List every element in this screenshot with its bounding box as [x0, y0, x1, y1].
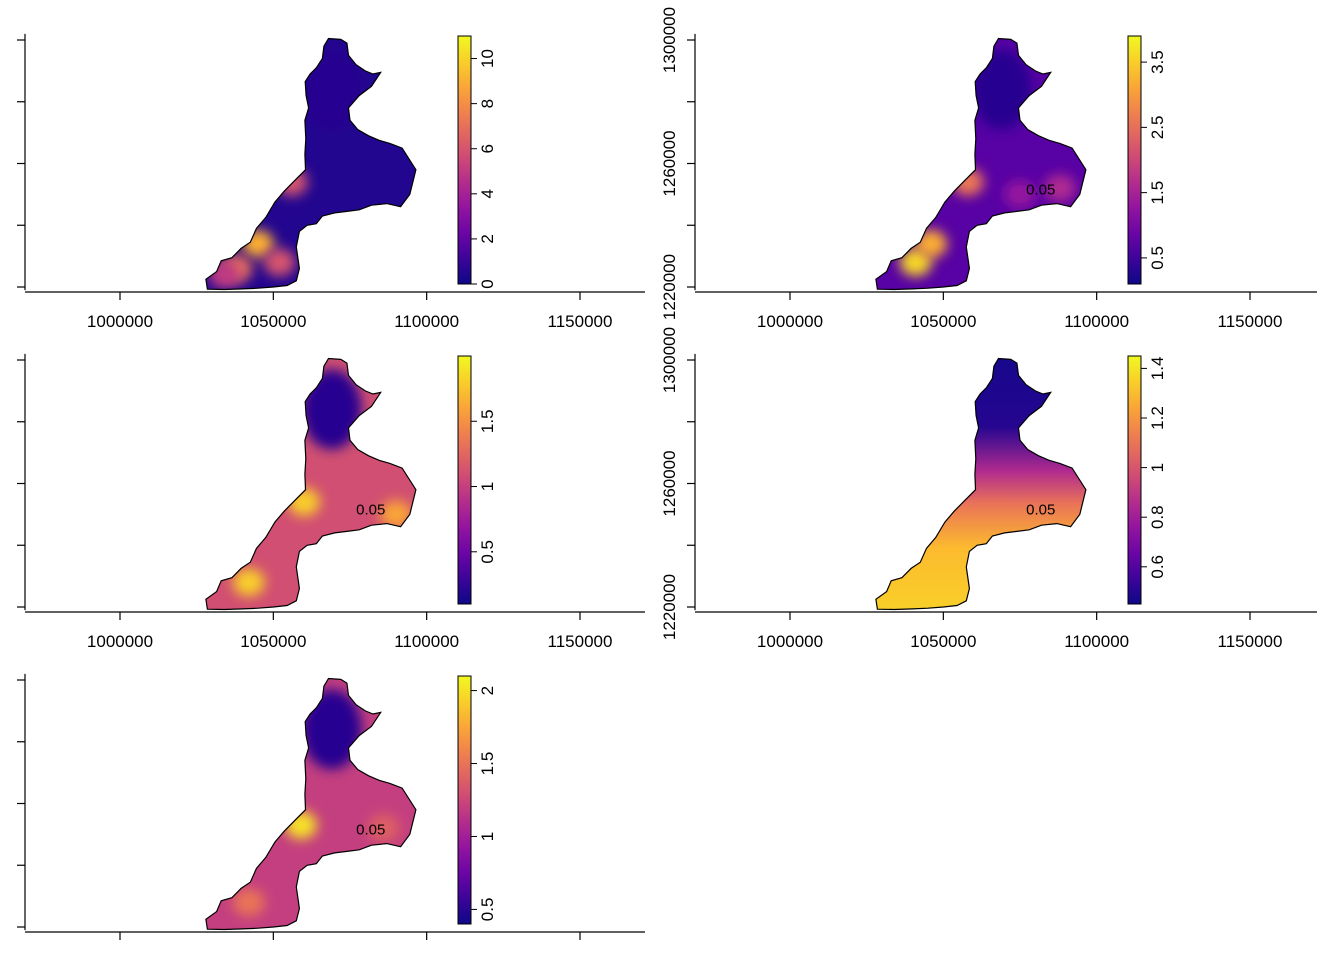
- cool-zone: [301, 49, 362, 130]
- colorbar-tick-label-2: 4: [478, 189, 497, 198]
- colorbar-tick-label-3: 1.2: [1148, 406, 1167, 430]
- map-surface: [875, 358, 1086, 610]
- contour-label: 0.05: [1026, 501, 1055, 518]
- colorbar: [1127, 355, 1142, 605]
- panel-bottom-left: 0.05 0.5 1 1.5 2: [17, 673, 645, 940]
- region-outline: [875, 37, 1087, 291]
- x-tick-label-2: 1100000: [1064, 312, 1129, 331]
- x-tick-label-1: 1050000: [910, 312, 976, 331]
- colorbar-tick-label-4: 8: [478, 99, 497, 108]
- colorbar: [457, 675, 472, 925]
- x-tick-label-2: 1100000: [394, 632, 459, 651]
- colorbar-tick-label-3: 2: [478, 686, 497, 695]
- colorbar-tick-label-1: 0.8: [1148, 505, 1167, 529]
- colorbar: [1127, 35, 1142, 285]
- colorbar-tick-label-2: 1.5: [478, 409, 497, 433]
- panel-middle-left: 0.05 1000000 1050000 1100000 1150000 0.5 1 1.5: [17, 353, 645, 651]
- y-tick-label-0: 1220000: [660, 254, 679, 320]
- contour-label: 0.05: [1026, 181, 1055, 198]
- cool-zone: [301, 689, 362, 770]
- map-fill: [875, 358, 1086, 610]
- contour-label: 0.05: [356, 501, 385, 518]
- contour-label: 0.05: [356, 821, 385, 838]
- x-tick-label-3: 1150000: [1218, 312, 1283, 331]
- colorbar-tick-label-0: 0.5: [478, 540, 497, 564]
- colorbar-tick-label-0: 0.5: [1148, 246, 1167, 270]
- colorbar-tick-label-1: 1: [478, 482, 497, 491]
- colorbar-tick-label-5: 10: [478, 49, 497, 68]
- colorbar: [457, 35, 472, 285]
- colorbar-tick-label-0: 0.5: [478, 898, 497, 922]
- x-tick-label-3: 1150000: [548, 312, 613, 331]
- hotspot-1: [915, 229, 948, 258]
- x-tick-label-0: 1000000: [757, 632, 823, 651]
- colorbar-tick-label-1: 2: [478, 234, 497, 243]
- map-surface: [205, 358, 416, 610]
- colorbar-tick-label-1: 1.5: [1148, 181, 1167, 205]
- colorbar: [457, 355, 472, 605]
- map-surface: [875, 38, 1086, 290]
- hotspot-2: [367, 814, 400, 843]
- region-outline: [205, 37, 417, 291]
- panel-top-left: 1000000 1050000 1100000 1150000 0 2 4 6 8 10: [17, 33, 645, 331]
- y-tick-label-1: 1260000: [660, 130, 679, 196]
- y-tick-label-1: 1260000: [660, 450, 679, 516]
- colorbar-tick-label-2: 2.5: [1148, 116, 1167, 140]
- x-tick-label-0: 1000000: [87, 312, 153, 331]
- hotspot-2: [263, 248, 296, 277]
- x-tick-label-1: 1050000: [240, 312, 306, 331]
- y-tick-label-0: 1220000: [660, 574, 679, 640]
- panel-middle-right: 0.05 1000000 1050000 1100000 1150000 1220000 1…: [660, 327, 1317, 651]
- x-tick-label-3: 1150000: [1218, 632, 1283, 651]
- colorbar-tick-label-0: 0.6: [1148, 555, 1167, 579]
- y-tick-label-2: 1300000: [660, 7, 679, 73]
- region-outline: [205, 357, 417, 611]
- hotspot-1: [232, 888, 265, 917]
- map-surface: [205, 678, 416, 930]
- colorbar-tick-label-1: 1: [478, 832, 497, 841]
- region-outline: [205, 677, 417, 931]
- colorbar-tick-label-4: 1.4: [1148, 357, 1167, 381]
- cool-zone: [971, 49, 1032, 130]
- hotspot-0: [232, 568, 265, 597]
- cool-zone: [301, 369, 362, 450]
- x-tick-label-0: 1000000: [87, 632, 153, 651]
- x-tick-label-3: 1150000: [548, 632, 613, 651]
- x-tick-label-0: 1000000: [757, 312, 823, 331]
- colorbar-tick-label-0: 0: [478, 279, 497, 288]
- hotspot-2: [951, 168, 984, 197]
- map-surface: [205, 38, 416, 290]
- x-tick-label-2: 1100000: [394, 312, 459, 331]
- colorbar-tick-label-3: 3.5: [1148, 50, 1167, 74]
- hotspot-4: [1004, 180, 1036, 209]
- panel-top-right: 0.05 1000000 1050000 1100000 1150000 1220000 1…: [660, 7, 1317, 331]
- x-tick-label-1: 1050000: [240, 632, 306, 651]
- x-tick-label-1: 1050000: [910, 632, 976, 651]
- region-outline: [875, 357, 1087, 611]
- colorbar-tick-label-3: 6: [478, 144, 497, 153]
- x-tick-label-2: 1100000: [1064, 632, 1129, 651]
- colorbar-tick-label-2: 1: [1148, 463, 1167, 472]
- colorbar-tick-label-2: 1.5: [478, 752, 497, 776]
- y-tick-label-2: 1300000: [660, 327, 679, 393]
- hotspot-3: [1043, 174, 1076, 203]
